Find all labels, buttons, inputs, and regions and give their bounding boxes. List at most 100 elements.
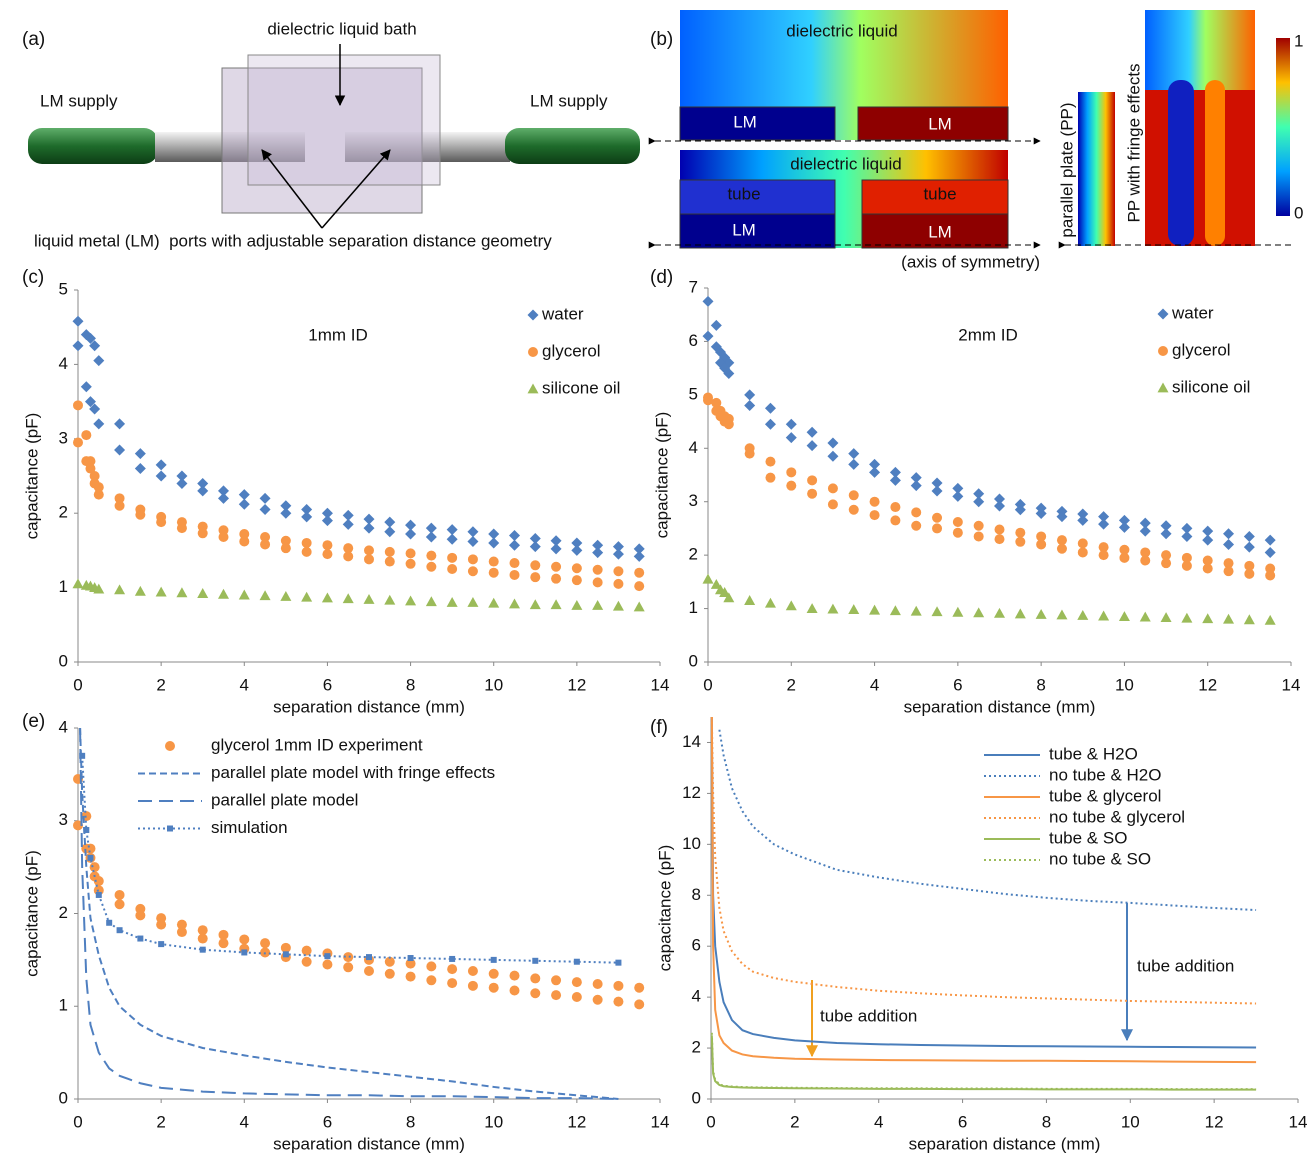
marker xyxy=(952,527,963,538)
marker xyxy=(384,516,396,528)
liquid-label: dielectric liquid xyxy=(790,154,902,173)
axis-label: (axis of symmetry) xyxy=(901,252,1040,271)
x-tick-label: 2 xyxy=(156,1112,165,1131)
marker xyxy=(241,949,248,956)
marker xyxy=(1243,614,1255,625)
marker xyxy=(994,500,1005,512)
marker xyxy=(197,925,208,936)
marker xyxy=(280,535,291,546)
y-tick-label: 3 xyxy=(59,428,68,447)
marker xyxy=(447,978,458,989)
marker xyxy=(343,952,354,963)
lm-label: LM xyxy=(928,114,952,133)
marker xyxy=(322,549,333,560)
marker xyxy=(1202,613,1214,624)
marker xyxy=(592,599,604,610)
series-line xyxy=(718,729,1257,912)
marker xyxy=(197,528,208,539)
series-line xyxy=(710,716,1257,1064)
connector xyxy=(28,128,158,164)
marker xyxy=(488,556,499,567)
marker xyxy=(488,968,499,979)
y-tick-label: 5 xyxy=(689,384,698,403)
marker xyxy=(719,587,731,597)
marker xyxy=(238,589,250,600)
marker xyxy=(218,492,229,504)
marker xyxy=(613,578,624,589)
marker xyxy=(571,563,582,574)
marker xyxy=(571,537,583,549)
marker xyxy=(73,437,83,448)
marker xyxy=(551,990,562,1001)
y-tick-label: 1 xyxy=(59,996,68,1015)
marker xyxy=(827,499,838,510)
legend-label: parallel plate model with fringe effects xyxy=(211,763,495,782)
marker xyxy=(384,556,395,567)
y-axis-title: capacitance (pF) xyxy=(652,412,671,539)
marker xyxy=(973,496,985,508)
ports-label: liquid metal (LM) ports with adjustable … xyxy=(34,231,552,250)
marker xyxy=(1118,521,1130,533)
marker xyxy=(425,596,437,607)
marker xyxy=(911,507,922,518)
marker xyxy=(848,604,860,615)
marker xyxy=(1160,528,1172,540)
marker xyxy=(156,517,167,528)
y-tick-label: 5 xyxy=(59,279,68,298)
x-tick-label: 12 xyxy=(1205,1112,1224,1131)
marker xyxy=(530,973,541,984)
x-tick-label: 8 xyxy=(1042,1112,1051,1131)
marker xyxy=(723,367,735,379)
marker xyxy=(218,532,229,543)
marker xyxy=(1202,563,1213,574)
marker xyxy=(238,489,250,501)
y-tick-label: 6 xyxy=(692,936,701,955)
marker xyxy=(364,966,374,977)
marker xyxy=(384,546,395,557)
marker xyxy=(1139,517,1151,529)
marker xyxy=(467,554,478,565)
marker xyxy=(634,999,645,1010)
marker xyxy=(165,741,175,751)
colorbar-max: 1 xyxy=(1294,31,1303,50)
marker xyxy=(785,418,797,430)
lm-block xyxy=(679,213,836,249)
marker xyxy=(89,403,101,415)
marker xyxy=(1223,613,1235,624)
annotation: 1mm ID xyxy=(308,325,368,344)
annotation: 2mm ID xyxy=(958,325,1018,344)
marker xyxy=(425,522,437,534)
marker xyxy=(197,933,208,944)
y-axis-title: capacitance (pF) xyxy=(655,845,674,972)
x-tick-label: 6 xyxy=(958,1112,967,1131)
colorbar-min: 0 xyxy=(1294,203,1303,222)
x-tick-label: 12 xyxy=(567,1112,586,1131)
marker xyxy=(425,531,437,543)
marker xyxy=(488,567,499,578)
marker xyxy=(260,532,271,543)
marker xyxy=(1056,535,1067,546)
legend-label: tube & glycerol xyxy=(1049,786,1161,805)
marker xyxy=(827,450,839,462)
marker xyxy=(910,480,922,492)
marker xyxy=(446,596,458,607)
marker xyxy=(1118,611,1130,621)
marker xyxy=(1036,531,1047,542)
marker xyxy=(613,980,624,991)
marker xyxy=(1157,308,1169,320)
marker xyxy=(703,395,713,406)
fringe-map xyxy=(1145,10,1255,90)
fringe-label: PP with fringe effects xyxy=(1124,63,1143,222)
legend-label: glycerol 1mm ID experiment xyxy=(211,735,423,754)
lm-label: LM xyxy=(928,222,952,241)
marker xyxy=(592,577,603,588)
lm-block xyxy=(679,106,836,141)
marker xyxy=(931,606,943,617)
bath-back xyxy=(247,54,441,186)
marker xyxy=(93,583,105,594)
marker xyxy=(321,507,333,519)
marker xyxy=(550,599,562,610)
marker xyxy=(218,485,229,497)
